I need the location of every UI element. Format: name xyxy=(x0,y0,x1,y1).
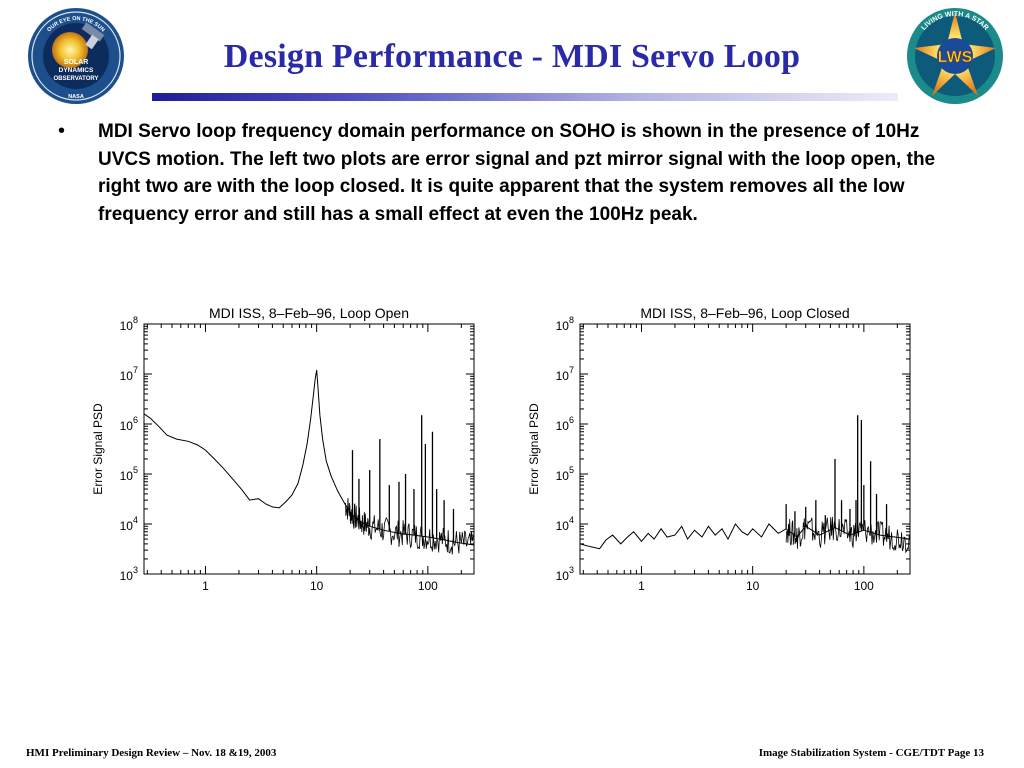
y-tick-label: 107 xyxy=(120,365,138,383)
plot-loop-closed: MDI ISS, 8–Feb–96, Loop Closed Error Sign… xyxy=(520,300,920,600)
y-tick-label: 104 xyxy=(120,515,138,533)
series-noise xyxy=(785,516,910,554)
x-tick-label: 1 xyxy=(202,579,209,593)
y-tick-label: 105 xyxy=(556,465,574,483)
y-axis-label: Error Signal PSD xyxy=(527,403,541,495)
chart-loop-open: MDI ISS, 8–Feb–96, Loop Open Error Signal… xyxy=(91,305,475,593)
plot-frame xyxy=(579,323,911,575)
y-axis-label: Error Signal PSD xyxy=(91,403,105,495)
y-tick-label: 103 xyxy=(120,565,138,583)
living-with-a-star-logo: LWS LIVING WITH A STAR xyxy=(907,8,1003,104)
footer-right-text: Image Stabilization System - CGE/TDT Pag… xyxy=(758,747,984,759)
plot-loop-open: MDI ISS, 8–Feb–96, Loop Open Error Signal… xyxy=(84,300,484,600)
series-noise xyxy=(344,497,474,555)
y-tick-label: 107 xyxy=(556,365,574,383)
footer-left-text: HMI Preliminary Design Review – Nov. 18 … xyxy=(26,747,277,759)
solar-dynamics-observatory-logo: SOLAR DYNAMICS OBSERVATORY NASA OUR EYE … xyxy=(28,8,124,104)
x-tick-label: 100 xyxy=(418,579,438,593)
x-tick-label: 10 xyxy=(746,579,760,593)
plot-frame xyxy=(143,323,475,575)
chart-title: MDI ISS, 8–Feb–96, Loop Closed xyxy=(640,305,849,321)
sdo-logo-text-dynamics: DYNAMICS xyxy=(59,67,94,74)
sdo-logo-text-observatory: OBSERVATORY xyxy=(53,76,98,82)
chart-loop-closed: MDI ISS, 8–Feb–96, Loop Closed Error Sign… xyxy=(527,305,911,593)
y-tick-label: 106 xyxy=(556,415,574,433)
lws-logo-text-center: LWS xyxy=(938,49,973,66)
y-tick-label: 108 xyxy=(120,315,138,333)
chart-title: MDI ISS, 8–Feb–96, Loop Open xyxy=(209,305,409,321)
bullet-text: MDI Servo loop frequency domain performa… xyxy=(98,121,936,225)
bullet-marker: • xyxy=(58,120,66,142)
x-tick-label: 10 xyxy=(310,579,324,593)
y-tick-label: 103 xyxy=(556,565,574,583)
sdo-logo-text-nasa: NASA xyxy=(68,94,84,100)
sdo-logo-text-solar: SOLAR xyxy=(64,59,89,66)
x-tick-label: 1 xyxy=(638,579,645,593)
y-tick-label: 105 xyxy=(120,465,138,483)
y-tick-label: 108 xyxy=(556,315,574,333)
y-tick-label: 104 xyxy=(556,515,574,533)
series-line xyxy=(143,369,475,546)
title-underline-bar xyxy=(152,93,898,101)
y-tick-label: 106 xyxy=(120,415,138,433)
x-tick-label: 100 xyxy=(854,579,874,593)
slide-title: Design Performance - MDI Servo Loop xyxy=(223,38,801,75)
